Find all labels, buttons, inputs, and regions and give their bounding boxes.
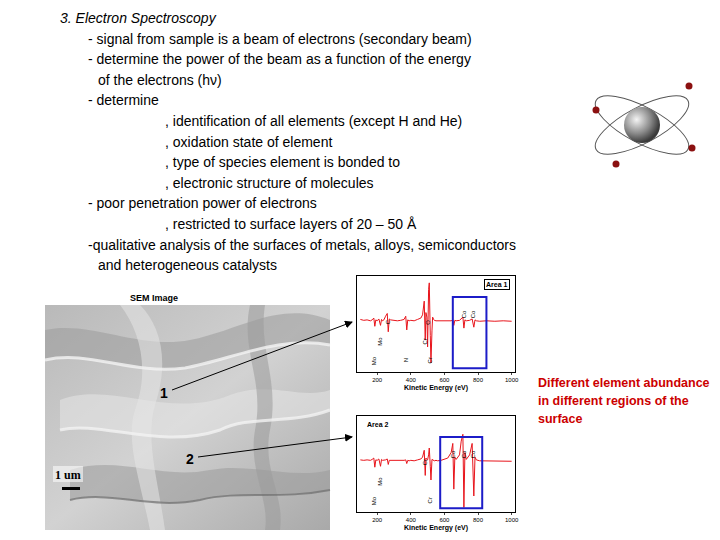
svg-text:400: 400 — [406, 377, 417, 383]
svg-text:1: 1 — [160, 385, 168, 401]
svg-text:Co: Co — [461, 450, 467, 458]
svg-text:800: 800 — [473, 517, 484, 523]
svg-text:Mo: Mo — [377, 337, 383, 346]
svg-text:Mo: Mo — [371, 356, 377, 365]
html-text:- signal from sample is a beam: - signal from sample is a beam of electr… — [88, 30, 472, 47]
svg-text:Co: Co — [470, 310, 476, 318]
html-text:, oxidation state of element: , oxidation state of element — [165, 133, 333, 150]
svg-text:N: N — [403, 358, 409, 362]
svg-text:1000: 1000 — [505, 377, 519, 383]
svg-text:2: 2 — [186, 451, 194, 467]
svg-text:Co: Co — [450, 450, 456, 458]
svg-text:Cr: Cr — [427, 497, 433, 503]
svg-text:Cr: Cr — [427, 357, 433, 363]
svg-text:Mo: Mo — [371, 496, 377, 505]
html-text:, restricted to surface layers: , restricted to surface layers of 20 – 5… — [165, 216, 417, 232]
svg-text:C: C — [385, 319, 391, 324]
svg-text:600: 600 — [439, 377, 450, 383]
svg-text:400: 400 — [406, 517, 417, 523]
svg-text:Co: Co — [461, 310, 467, 318]
html-text:, electronic structure of mole: , electronic structure of molecules — [165, 174, 374, 191]
svg-text:200: 200 — [372, 377, 383, 383]
svg-text:SEM Image: SEM Image — [130, 293, 178, 303]
html-text:of the electrons (hν): of the electrons (hν) — [98, 71, 222, 88]
svg-text:600: 600 — [439, 517, 450, 523]
html-text:- determine the power of the b: - determine the power of the beam as a f… — [88, 51, 471, 68]
html-text:-qualitative analysis of the s: -qualitative analysis of the surfaces of… — [88, 236, 516, 253]
html-text:- poor penetration power of el: - poor penetration power of electrons — [88, 195, 317, 212]
svg-text:200: 200 — [372, 517, 383, 523]
svg-text:1000: 1000 — [505, 517, 519, 523]
svg-text:1 um: 1 um — [55, 468, 81, 482]
html-text:- determine: - determine — [88, 92, 159, 109]
svg-text:800: 800 — [473, 377, 484, 383]
svg-text:Area 2: Area 2 — [367, 421, 389, 428]
svg-text:Area 1: Area 1 — [486, 281, 508, 288]
html-text:and heterogeneous catalysts: and heterogeneous catalysts — [98, 257, 277, 274]
svg-text:Mo: Mo — [377, 477, 383, 486]
html-text:, identification of all elemen: , identification of all elements (except… — [165, 113, 463, 129]
html-text:, type of species element is b: , type of species element is bonded to — [165, 154, 400, 171]
svg-text:Kinetic Energy (eV): Kinetic Energy (eV) — [404, 384, 468, 392]
svg-text:Kinetic Energy (eV): Kinetic Energy (eV) — [404, 524, 468, 532]
html-text:Different element abundance in: Different element abundance in different… — [538, 376, 710, 426]
svg-text:O: O — [425, 320, 431, 325]
svg-text:Co: Co — [470, 450, 476, 458]
svg-text:Cr: Cr — [422, 338, 428, 344]
html-text:3. Electron Spectroscopy: 3. Electron Spectroscopy — [60, 10, 216, 26]
svg-text:Cr: Cr — [422, 459, 428, 465]
